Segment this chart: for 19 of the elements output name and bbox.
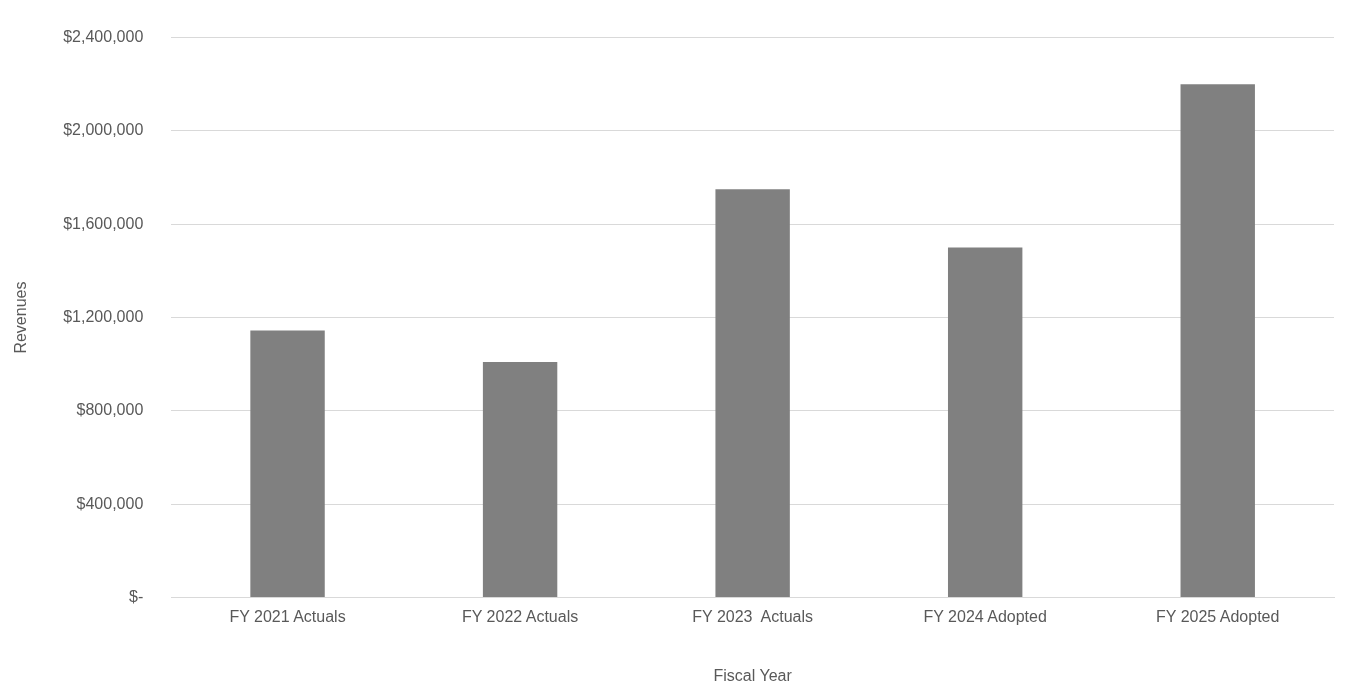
- x-tick-label: FY 2025 Adopted: [1156, 607, 1280, 625]
- bar: [482, 361, 558, 598]
- x-tick-label: FY 2021 Actuals: [229, 607, 346, 625]
- bar: [1180, 84, 1255, 598]
- bar: [715, 189, 790, 598]
- y-tick-label: $800,000: [76, 401, 144, 419]
- y-tick-label: $2,000,000: [63, 121, 144, 139]
- y-tick-label: $1,200,000: [63, 308, 144, 326]
- bar: [947, 247, 1023, 598]
- y-tick-label: $1,600,000: [63, 214, 144, 232]
- x-tick-label: FY 2024 Adopted: [923, 607, 1047, 625]
- bar: [250, 330, 325, 598]
- x-axis-title: Fiscal Year: [713, 666, 793, 684]
- y-tick-label: $-: [129, 588, 144, 606]
- y-axis-title: Revenues: [12, 281, 30, 354]
- y-tick-label: $2,400,000: [63, 28, 144, 46]
- y-tick-label: $400,000: [76, 494, 144, 512]
- x-tick-label: FY 2022 Actuals: [461, 607, 579, 625]
- x-tick-label: FY 2023 Actuals: [692, 607, 813, 625]
